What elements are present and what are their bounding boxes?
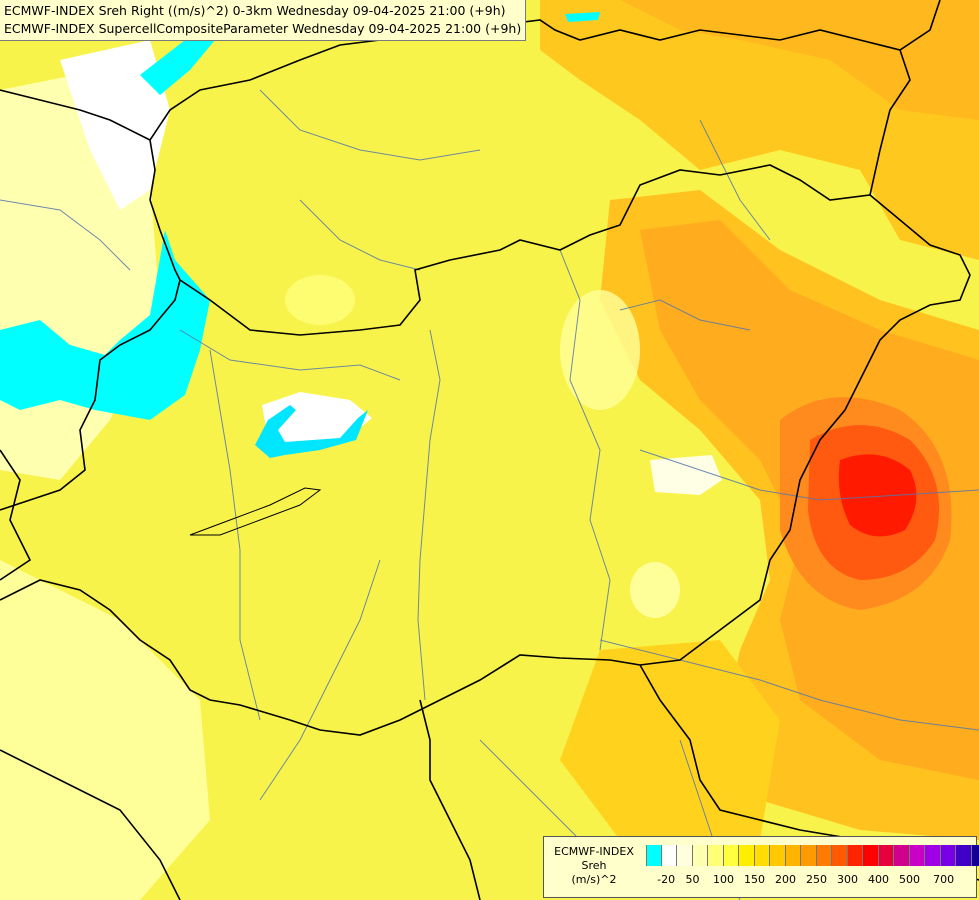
legend-swatch: [909, 845, 925, 866]
border-southwest: [0, 749, 181, 900]
legend-tick-label: -20: [657, 873, 676, 886]
field-red-core: [838, 454, 917, 537]
legend-tick-label: 200: [775, 873, 796, 886]
legend-swatch: [971, 845, 979, 866]
legend-swatch: [646, 845, 662, 866]
legend-swatch: [754, 845, 770, 866]
legend-tick-label: 100: [713, 873, 734, 886]
legend-tick-label: 500: [899, 873, 920, 886]
river-3: [179, 329, 401, 381]
border-nw: [0, 89, 151, 141]
legend-tick-label: 250: [806, 873, 827, 886]
legend-tick-label: 150: [744, 873, 765, 886]
river-14: [619, 299, 751, 331]
legend-swatch: [661, 845, 677, 866]
field-white-east: [650, 455, 722, 495]
border-slovenia: [0, 449, 32, 581]
field-pale-blob-2: [630, 562, 680, 618]
field-pale-blob-1: [560, 290, 640, 410]
river-13: [259, 89, 481, 161]
field-white-northwest: [60, 40, 170, 210]
legend-swatch: [832, 845, 848, 866]
legend-swatch: [956, 845, 972, 866]
legend-swatch: [692, 845, 708, 866]
legend-tick-label: 400: [868, 873, 889, 886]
legend-label: ECMWF-INDEX Sreh (m/s)^2: [548, 845, 640, 887]
field-cyan-central: [255, 405, 368, 458]
river-2: [559, 249, 611, 651]
legend-swatch: [816, 845, 832, 866]
legend-swatch: [940, 845, 956, 866]
field-orange-north-deep: [620, 0, 979, 120]
legend-swatch: [894, 845, 910, 866]
field-cyan-top: [565, 12, 600, 22]
river-8: [699, 119, 771, 241]
legend-swatch: [847, 845, 863, 866]
legend-swatch: [801, 845, 817, 866]
legend-swatch: [770, 845, 786, 866]
legend-model: ECMWF-INDEX: [554, 845, 634, 858]
border-ukraine: [869, 49, 911, 196]
river-6: [599, 639, 979, 731]
map-title-line2: ECMWF-INDEX SupercellCompositeParameter …: [4, 21, 522, 36]
legend-swatch: [723, 845, 739, 866]
border-croatia: [0, 579, 291, 721]
legend-swatch: [878, 845, 894, 866]
field-pale-blob-3: [285, 275, 355, 325]
river-9: [259, 559, 381, 801]
field-pale-southwest: [0, 560, 210, 900]
river-5: [639, 449, 979, 501]
legend-ticks: -20 50 100 150 200 250 300 400 500 700: [646, 873, 976, 889]
legend-swatch: [785, 845, 801, 866]
rivers: [0, 89, 979, 900]
legend-swatch: [925, 845, 941, 866]
field-orange-south: [560, 640, 780, 840]
legend-tick-label: 300: [837, 873, 858, 886]
border-serbia: [419, 699, 481, 900]
legend-swatches: [646, 845, 979, 866]
legend-swatch: [708, 845, 724, 866]
border-austria-west: [0, 199, 181, 511]
legend-swatch: [677, 845, 693, 866]
legend-swatch: [863, 845, 879, 866]
map-title-box: ECMWF-INDEX Sreh Right ((m/s)^2) 0-3km W…: [0, 0, 527, 41]
river-1: [417, 329, 441, 701]
legend-tick-label: 700: [933, 873, 955, 886]
river-4: [209, 349, 261, 721]
border-slovakia-north: [149, 0, 941, 201]
border-hungary: [179, 164, 971, 736]
legend-unit: (m/s)^2: [571, 873, 617, 886]
river-10: [0, 199, 131, 271]
field-cyan-west: [0, 230, 210, 420]
river-7: [299, 199, 421, 271]
legend-tick-label: 50: [685, 873, 700, 886]
legend-variable: Sreh: [581, 859, 607, 872]
legend-swatch: [739, 845, 755, 866]
color-legend: ECMWF-INDEX Sreh (m/s)^2 -20 50 100 150 200 2…: [543, 836, 979, 898]
lake-balaton: [189, 487, 322, 536]
map-title-line1: ECMWF-INDEX Sreh Right ((m/s)^2) 0-3km W…: [4, 3, 506, 18]
field-cyan-north: [140, 40, 215, 95]
